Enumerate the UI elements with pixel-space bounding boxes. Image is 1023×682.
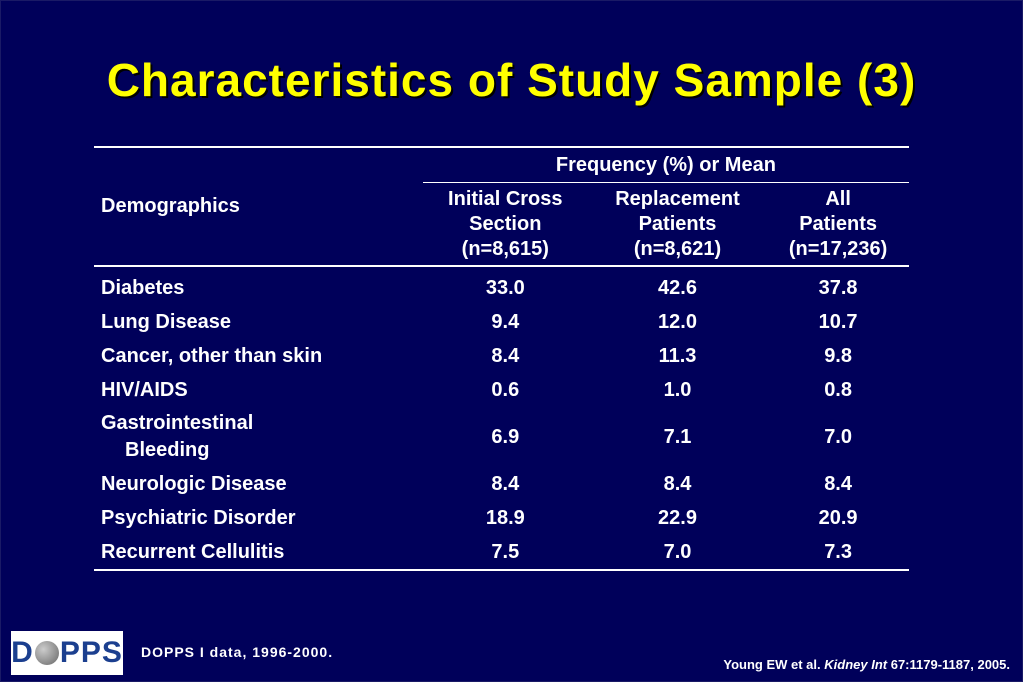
column-header-initial: Initial Cross Section (n=8,615) [448, 188, 563, 260]
globe-icon [34, 641, 59, 665]
table-row: Recurrent Cellulitis 7.5 7.0 7.3 [94, 535, 909, 570]
citation: Young EW et al. Kidney Int 67:1179-1187,… [723, 657, 1010, 672]
value-cell: 33.0 [485, 276, 525, 299]
value-cell: 0.6 [491, 378, 520, 401]
row-label: HIV/AIDS [101, 378, 188, 401]
row-label: Neurologic Disease [101, 472, 287, 495]
value-cell: 12.0 [658, 310, 697, 333]
value-cell: 6.9 [491, 425, 520, 448]
value-cell: 20.9 [818, 506, 858, 529]
table-body: Diabetes 33.0 42.6 37.8 Lung Disease 9.4 12.0 1… [94, 266, 909, 570]
column-header-replacement: Replacement Patients (n=8,621) [615, 188, 740, 260]
value-cell: 9.8 [824, 344, 852, 367]
value-cell: 8.4 [824, 472, 852, 495]
value-cell: 7.1 [663, 425, 692, 448]
value-cell: 7.3 [824, 540, 852, 563]
slide-title: Characteristics of Study Sample (3) [106, 54, 917, 106]
table-row: Gastrointestinal Bleeding 6.9 7.1 7.0 [94, 407, 909, 467]
data-source-note: DOPPS I data, 1996-2000. [141, 644, 334, 660]
value-cell: 11.3 [658, 344, 697, 367]
value-cell: 7.5 [491, 540, 520, 563]
value-cell: 10.7 [818, 310, 858, 333]
value-cell: 42.6 [658, 276, 697, 299]
value-cell: 37.8 [818, 276, 858, 299]
value-cell: 8.4 [663, 472, 692, 495]
dopps-logo: D PPS [11, 631, 123, 675]
column-header-all: All Patients (n=17,236) [788, 188, 888, 260]
value-cell: 7.0 [824, 425, 852, 448]
value-cell: 18.9 [485, 506, 525, 529]
table-row: HIV/AIDS 0.6 1.0 0.8 [94, 373, 909, 407]
value-cell: 9.4 [491, 310, 520, 333]
row-label: Gastrointestinal Bleeding [101, 412, 254, 461]
table-row: Lung Disease 9.4 12.0 10.7 [94, 305, 909, 339]
study-sample-table: Demographics Frequency (%) or Mean Initi… [94, 146, 909, 571]
value-cell: 8.4 [491, 472, 520, 495]
row-label: Diabetes [101, 276, 185, 299]
row-label: Cancer, other than skin [101, 344, 323, 367]
row-label: Recurrent Cellulitis [101, 540, 285, 563]
value-cell: 0.8 [824, 378, 852, 401]
table-row: Diabetes 33.0 42.6 37.8 [94, 266, 909, 305]
value-cell: 1.0 [663, 378, 692, 401]
row-label: Psychiatric Disorder [101, 506, 296, 529]
frequency-header: Frequency (%) or Mean [422, 147, 909, 183]
table-row: Cancer, other than skin 8.4 11.3 9.8 [94, 339, 909, 373]
table-row: Psychiatric Disorder 18.9 22.9 20.9 [94, 501, 909, 535]
value-cell: 8.4 [491, 344, 520, 367]
table-row: Neurologic Disease 8.4 8.4 8.4 [94, 467, 909, 501]
demographics-header: Demographics [101, 195, 240, 217]
value-cell: 7.0 [663, 540, 692, 563]
row-label: Lung Disease [101, 310, 232, 333]
value-cell: 22.9 [658, 506, 697, 529]
